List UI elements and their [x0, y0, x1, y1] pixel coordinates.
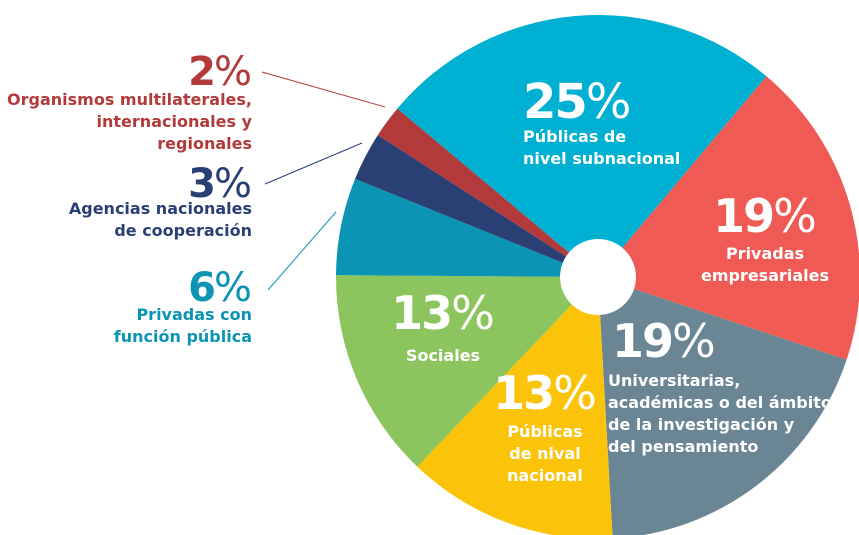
value-label: 13% — [493, 366, 597, 420]
value-label: 25% — [523, 74, 632, 130]
category-label: Sociales — [405, 346, 481, 365]
leader-line — [261, 71, 386, 108]
pie-slice — [598, 76, 859, 360]
category-label: Públicas de nivel subnacional — [523, 127, 681, 168]
category-label: Universitarias, académicas o del ámbito … — [608, 371, 832, 456]
pie-slice — [598, 277, 847, 535]
leader-line — [264, 142, 363, 185]
category-label: Públicas de nival nacional — [507, 422, 583, 485]
pie-slice — [355, 135, 598, 277]
value-label: 13% — [391, 286, 495, 340]
category-label: Organismos multilaterales, internacional… — [7, 90, 252, 153]
center-hole — [560, 239, 636, 315]
pie-slice — [336, 275, 598, 467]
category-label: Privadas con función pública — [113, 305, 252, 346]
pie-slice — [336, 178, 598, 277]
value-label: 19% — [713, 189, 817, 243]
value-label: 2% — [188, 49, 252, 95]
value-label: 6% — [188, 265, 252, 311]
category-label: Agencias nacionales de cooperación — [68, 199, 252, 240]
value-label: 19% — [612, 314, 716, 368]
value-label: 3% — [188, 161, 252, 207]
pie-slice — [397, 15, 767, 278]
leader-line — [267, 211, 337, 291]
pie-slice — [377, 108, 598, 277]
category-label: Privadas empresariales — [700, 244, 830, 285]
pie-slice — [417, 277, 613, 535]
